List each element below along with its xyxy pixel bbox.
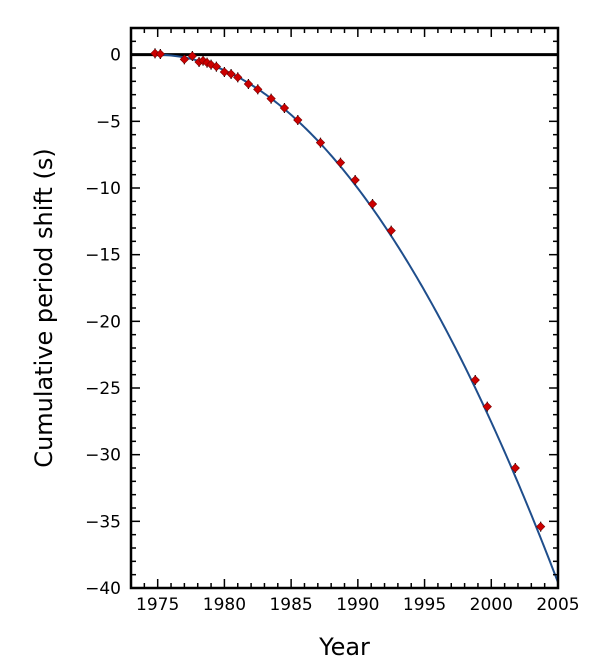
data-point [226, 69, 236, 79]
data-point [536, 521, 546, 532]
point-marker [335, 158, 346, 168]
fit-curve [155, 53, 559, 583]
point-marker [536, 522, 546, 532]
y-tick-label: −35 [85, 512, 121, 532]
data-point [279, 103, 290, 113]
point-marker [243, 79, 254, 89]
data-point [187, 51, 198, 61]
x-tick-label: 2000 [470, 595, 513, 615]
y-tick-label: −25 [85, 379, 121, 399]
y-tick-label: −10 [85, 179, 121, 199]
data-point [315, 137, 326, 148]
data-points [150, 48, 546, 532]
point-marker [206, 60, 216, 70]
data-point [367, 199, 378, 209]
point-marker [187, 51, 198, 61]
data-point [155, 49, 165, 59]
data-point [470, 375, 480, 385]
x-tick-label: 1980 [203, 595, 246, 615]
point-marker [510, 463, 520, 473]
data-point [510, 463, 520, 473]
x-tick-label: 2005 [536, 595, 579, 615]
point-marker [470, 375, 480, 385]
point-marker [350, 175, 360, 185]
data-point [219, 67, 230, 77]
y-tick-label: −20 [85, 312, 121, 332]
y-tick-label: −30 [85, 446, 121, 466]
x-axis-title: Year [318, 633, 370, 661]
point-marker [226, 69, 236, 79]
point-marker [315, 138, 326, 148]
point-marker [293, 115, 303, 125]
plot-frame [129, 26, 560, 590]
data-point [253, 84, 263, 95]
point-marker [367, 199, 378, 209]
point-marker [482, 402, 492, 412]
y-tick-label: −15 [85, 246, 121, 266]
y-tick-label: 0 [110, 46, 121, 66]
data-point [335, 157, 346, 168]
x-tick-label: 1985 [269, 595, 312, 615]
point-marker [266, 94, 276, 104]
data-point [179, 54, 189, 65]
data-point [482, 401, 492, 412]
point-marker [279, 103, 290, 113]
point-marker [179, 54, 189, 64]
point-marker [253, 84, 263, 94]
y-tick-label: −40 [85, 579, 121, 599]
y-axis-title: Cumulative period shift (s) [30, 148, 58, 467]
point-marker [211, 62, 222, 72]
point-marker [219, 67, 230, 77]
data-point [386, 225, 396, 236]
data-point [243, 79, 254, 89]
point-marker [386, 226, 396, 236]
x-tick-label: 1995 [403, 595, 446, 615]
data-point [293, 115, 303, 125]
data-point [350, 175, 360, 185]
x-tick-label: 1975 [136, 595, 179, 615]
data-point [266, 93, 276, 104]
y-tick-label: −5 [96, 112, 121, 132]
point-marker [233, 72, 243, 82]
data-point [233, 72, 243, 83]
data-point [206, 59, 216, 70]
x-tick-label: 1990 [336, 595, 379, 615]
point-marker [155, 49, 165, 59]
data-point [211, 61, 222, 72]
axis-ticks: 1975 1980 1985 1990 1995 2000 2005 0 −5 −10 −15 −20… [85, 27, 580, 615]
